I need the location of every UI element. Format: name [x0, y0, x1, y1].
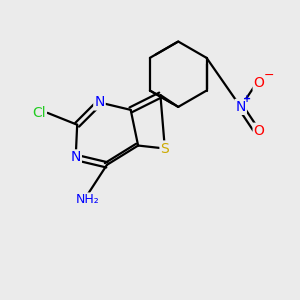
Text: O: O: [254, 124, 265, 138]
Text: S: S: [160, 142, 169, 155]
Text: N: N: [70, 150, 81, 164]
Text: +: +: [243, 94, 251, 103]
Text: N: N: [94, 95, 105, 110]
Text: N: N: [236, 100, 246, 114]
Text: −: −: [264, 69, 274, 82]
Text: O: O: [254, 76, 265, 90]
Text: NH₂: NH₂: [76, 194, 100, 206]
Text: Cl: Cl: [32, 106, 46, 120]
